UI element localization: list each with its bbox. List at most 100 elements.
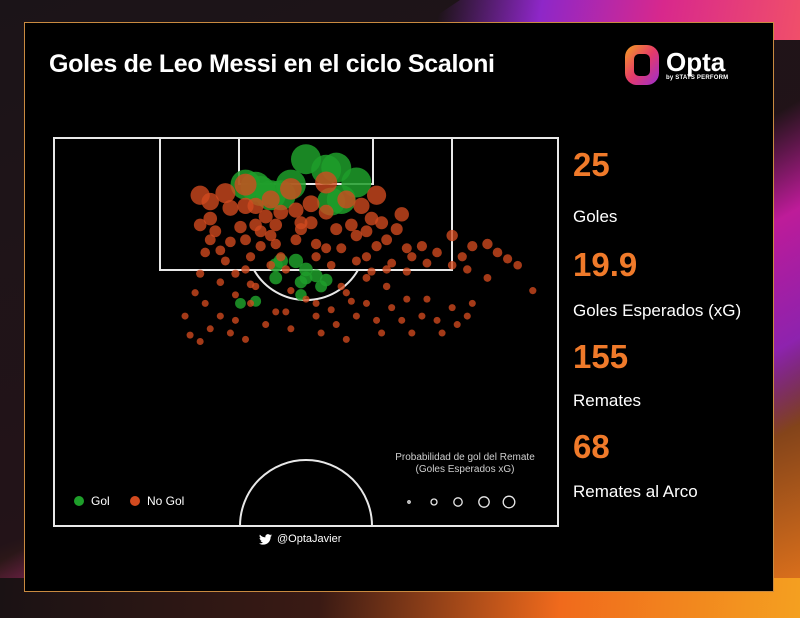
shot-no-goal — [216, 278, 225, 286]
page-title: Goles de Leo Messi en el ciclo Scaloni — [49, 50, 495, 78]
legend-no-goal: No Gol — [130, 494, 184, 508]
shot-no-goal — [483, 274, 492, 282]
shot-no-goal — [321, 243, 332, 254]
shot-no-goal — [468, 299, 476, 307]
shot-goal — [235, 297, 246, 309]
shot-no-goal — [361, 252, 372, 262]
legend-no-goal-label: No Gol — [147, 494, 185, 508]
shot-no-goal — [234, 220, 247, 234]
shot-no-goal — [200, 247, 210, 258]
shot-no-goal — [258, 209, 273, 224]
size-legend-circles — [407, 495, 516, 509]
shot-no-goal — [240, 234, 251, 246]
size-legend-line1: Probabilidad de gol del Remate — [395, 452, 535, 463]
stat-label-shots: Remates — [573, 391, 642, 410]
size-legend-circle — [502, 495, 516, 509]
shot-no-goal — [432, 247, 442, 258]
size-legend-line2: (Goles Esperados xG) — [415, 464, 515, 475]
goal-area — [238, 137, 374, 185]
brand-name: Opta — [666, 47, 726, 77]
shot-no-goal — [317, 329, 325, 337]
shot-no-goal — [342, 289, 350, 297]
stat-value-goals: 25 — [573, 146, 610, 183]
twitter-handle[interactable]: @OptaJavier — [259, 533, 341, 545]
shot-no-goal — [463, 312, 471, 320]
shot-no-goal — [353, 197, 370, 214]
shot-no-goal — [315, 171, 338, 194]
size-legend-circle — [478, 496, 490, 508]
shot-no-goal — [482, 238, 493, 250]
shot-no-goal — [237, 197, 254, 214]
shot-no-goal — [330, 223, 343, 236]
shot-no-goal — [407, 252, 417, 262]
shot-no-goal — [196, 269, 205, 278]
shot-no-goal — [270, 238, 281, 250]
shot-no-goal — [327, 306, 335, 314]
shot-no-goal — [201, 192, 219, 211]
opta-logo-icon — [625, 45, 659, 85]
shot-no-goal — [448, 304, 456, 312]
shot-no-goal — [262, 321, 270, 329]
shots-layer — [181, 144, 537, 346]
size-legend-circle — [453, 497, 463, 507]
shot-no-goal — [388, 304, 396, 312]
shot-no-goal — [457, 252, 467, 262]
shot-no-goal — [362, 274, 371, 282]
shot-no-goal — [302, 295, 310, 303]
shot-no-goal — [418, 312, 426, 320]
shot-no-goal — [255, 241, 266, 252]
stat-value-shots: 155 — [573, 338, 629, 375]
shot-no-goal — [206, 325, 214, 333]
shot-no-goal — [304, 216, 318, 230]
shot-no-goal — [371, 241, 382, 252]
legend-goal: Gol — [74, 494, 110, 508]
shot-no-goal — [310, 238, 322, 250]
shot-goal — [299, 271, 313, 285]
shot-no-goal — [245, 252, 256, 262]
shot-no-goal — [345, 218, 358, 232]
size-legend-circle — [430, 498, 438, 506]
shot-no-goal — [312, 299, 320, 307]
shot-no-goal — [204, 234, 216, 246]
stat-label-xg: Goles Esperados (xG) — [573, 301, 742, 320]
twitter-handle-text[interactable]: @OptaJavier — [277, 533, 342, 545]
shot-no-goal — [360, 225, 373, 238]
chart-card — [24, 22, 774, 592]
shot-no-goal — [247, 299, 255, 307]
shot-no-goal — [215, 183, 236, 204]
shot-no-goal — [280, 178, 302, 200]
shot-no-goal — [447, 260, 457, 270]
shot-no-goal — [492, 247, 503, 258]
shot-no-goal — [265, 229, 277, 242]
shot-no-goal — [467, 241, 478, 252]
shot-no-goal — [318, 204, 334, 220]
shot-no-goal — [381, 234, 393, 246]
shot-no-goal — [282, 308, 290, 316]
shot-no-goal — [231, 269, 240, 278]
shot-no-goal — [382, 282, 391, 291]
shot-no-goal — [401, 243, 412, 254]
shot-no-goal — [336, 243, 347, 254]
shot-no-goal — [350, 229, 363, 242]
shot-no-goal — [220, 256, 230, 266]
shot-no-goal — [273, 204, 289, 220]
shot-no-goal — [312, 312, 320, 320]
legend-goal-label: Gol — [91, 494, 110, 508]
shot-no-goal — [266, 260, 276, 270]
shot-no-goal — [302, 195, 320, 213]
shot-no-goal — [337, 190, 356, 209]
shot-no-goal — [342, 335, 350, 343]
shot-no-goal — [231, 316, 239, 324]
shot-no-goal — [215, 245, 226, 256]
shot-no-goal — [387, 258, 397, 268]
shot-no-goal — [226, 329, 234, 337]
shot-no-goal — [375, 216, 389, 230]
shot-no-goal — [196, 338, 204, 346]
shot-no-goal — [225, 236, 236, 248]
shot-goal — [315, 280, 328, 293]
shot-no-goal — [438, 329, 446, 337]
shot-no-goal — [433, 316, 441, 324]
shot-no-goal — [390, 223, 403, 236]
shot-no-goal — [366, 185, 387, 205]
